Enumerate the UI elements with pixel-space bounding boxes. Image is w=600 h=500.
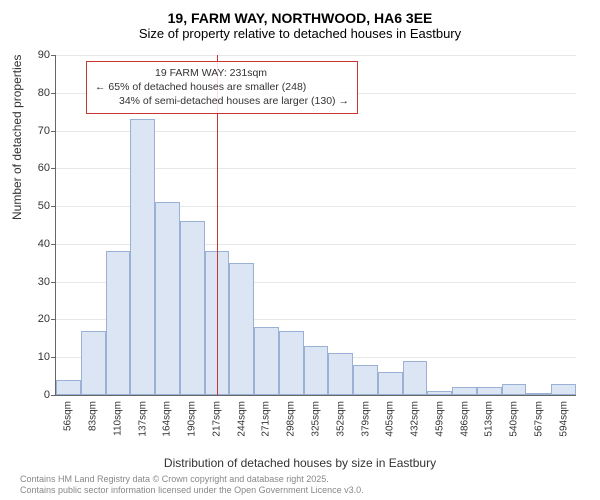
annotation-box: 19 FARM WAY: 231sqm← 65% of detached hou… <box>86 61 358 114</box>
histogram-bar <box>180 221 205 395</box>
y-tick-label: 80 <box>38 87 50 99</box>
y-tick-label: 20 <box>38 313 50 325</box>
x-tick-label: 244sqm <box>236 401 247 437</box>
y-tick-label: 0 <box>44 389 50 401</box>
x-tick-label: 540sqm <box>509 401 520 437</box>
y-tick-label: 90 <box>38 49 50 61</box>
x-tick-label: 567sqm <box>533 401 544 437</box>
histogram-bar <box>403 361 428 395</box>
histogram-bar <box>551 384 576 395</box>
x-tick-label: 325sqm <box>311 401 322 437</box>
histogram-bar <box>502 384 527 395</box>
x-tick-label: 486sqm <box>459 401 470 437</box>
chart-subtitle: Size of property relative to detached ho… <box>0 26 600 45</box>
x-tick-label: 56sqm <box>63 401 74 431</box>
x-tick-label: 217sqm <box>211 401 222 437</box>
x-tick-label: 352sqm <box>335 401 346 437</box>
x-tick-label: 271sqm <box>261 401 272 437</box>
histogram-bar <box>279 331 304 395</box>
histogram-bar <box>477 387 502 395</box>
histogram-bar <box>452 387 477 395</box>
y-tick-label: 10 <box>38 351 50 363</box>
annotation-line-2: ← 65% of detached houses are smaller (24… <box>95 80 349 94</box>
histogram-bar <box>427 391 452 395</box>
y-tick-label: 60 <box>38 162 50 174</box>
x-tick-label: 459sqm <box>434 401 445 437</box>
y-tick-label: 30 <box>38 276 50 288</box>
y-tick-label: 50 <box>38 200 50 212</box>
y-axis-label: Number of detached properties <box>10 55 24 220</box>
x-tick-label: 164sqm <box>162 401 173 437</box>
histogram-bar <box>106 251 131 395</box>
histogram-bar <box>254 327 279 395</box>
plot-area: 010203040506070809056sqm83sqm110sqm137sq… <box>55 55 576 396</box>
x-tick-label: 83sqm <box>88 401 99 431</box>
footer-line-1: Contains HM Land Registry data © Crown c… <box>20 474 364 485</box>
x-tick-label: 594sqm <box>558 401 569 437</box>
chart-title: 19, FARM WAY, NORTHWOOD, HA6 3EE <box>0 0 600 26</box>
x-tick-label: 298sqm <box>286 401 297 437</box>
footer-attribution: Contains HM Land Registry data © Crown c… <box>20 474 364 496</box>
x-tick-label: 190sqm <box>187 401 198 437</box>
gridline <box>56 55 576 56</box>
x-tick-label: 110sqm <box>112 401 123 436</box>
histogram-bar <box>155 202 180 395</box>
histogram-bar <box>229 263 254 395</box>
x-tick-label: 137sqm <box>137 401 148 437</box>
x-tick-label: 379sqm <box>360 401 371 437</box>
histogram-bar <box>353 365 378 395</box>
x-axis-label: Distribution of detached houses by size … <box>0 456 600 470</box>
x-tick-label: 513sqm <box>484 401 495 437</box>
histogram-bar <box>378 372 403 395</box>
histogram-bar <box>56 380 81 395</box>
histogram-bar <box>81 331 106 395</box>
histogram-bar <box>304 346 329 395</box>
chart-container: 19, FARM WAY, NORTHWOOD, HA6 3EE Size of… <box>0 0 600 500</box>
histogram-bar <box>526 393 551 395</box>
histogram-bar <box>130 119 155 395</box>
histogram-bar <box>328 353 353 395</box>
annotation-line-1: 19 FARM WAY: 231sqm <box>95 66 349 80</box>
footer-line-2: Contains public sector information licen… <box>20 485 364 496</box>
y-tick-label: 70 <box>38 125 50 137</box>
y-tick-label: 40 <box>38 238 50 250</box>
x-tick-label: 432sqm <box>410 401 421 437</box>
annotation-line-3: 34% of semi-detached houses are larger (… <box>95 94 349 108</box>
x-tick-label: 405sqm <box>385 401 396 437</box>
